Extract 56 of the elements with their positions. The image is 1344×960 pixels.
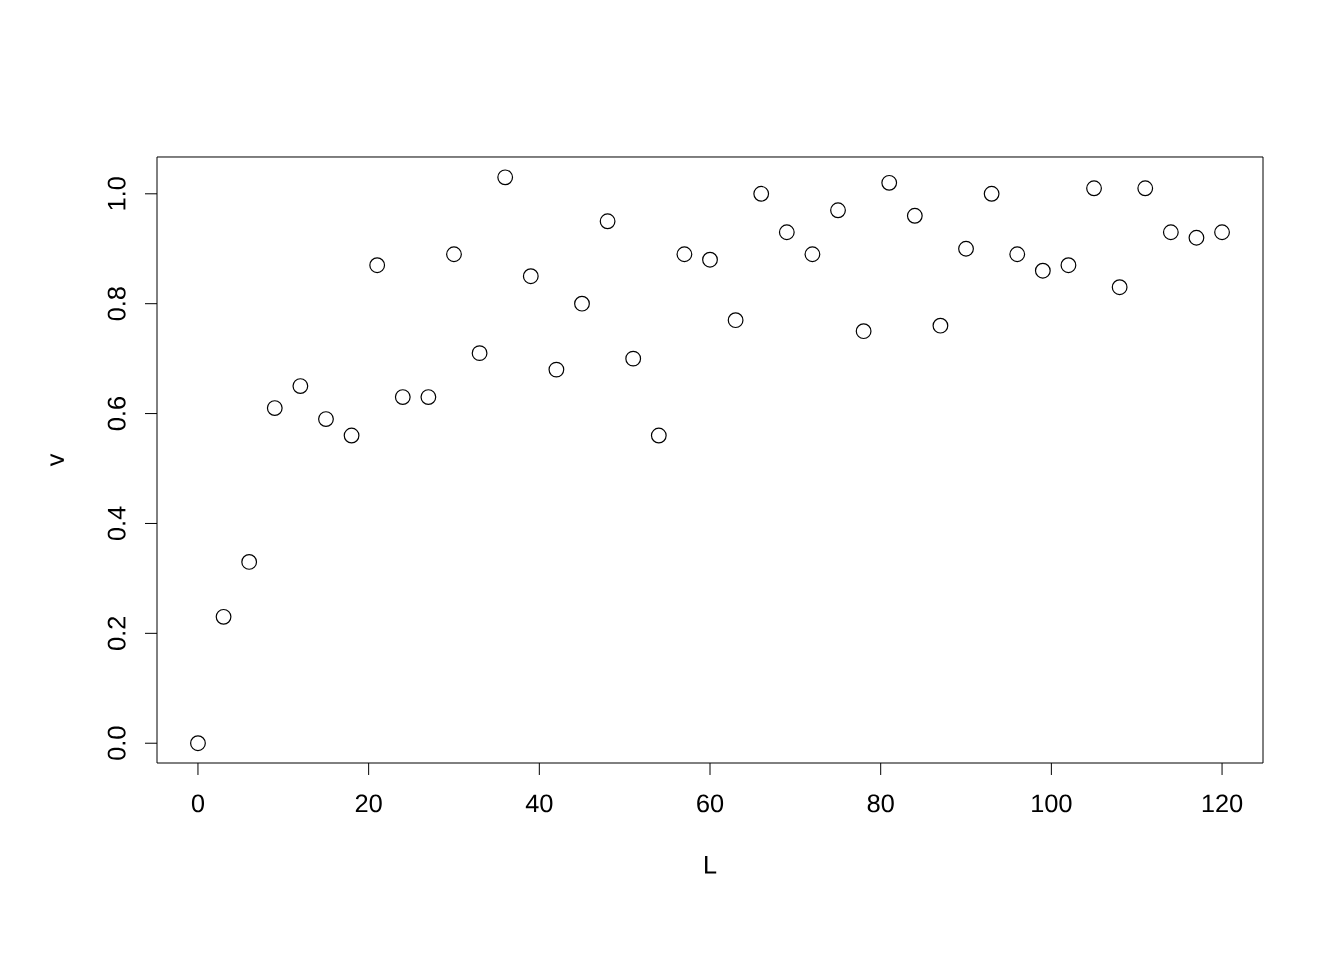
point — [727, 312, 744, 329]
point — [983, 185, 1000, 202]
point — [650, 427, 667, 444]
point — [778, 224, 795, 241]
y-tick-label: 0.8 — [107, 287, 126, 321]
point — [471, 345, 488, 362]
point — [1162, 224, 1179, 241]
point — [881, 174, 898, 191]
y-tick-label: 0.4 — [107, 506, 126, 541]
point — [1086, 180, 1102, 197]
point — [574, 295, 590, 312]
point — [369, 257, 386, 274]
point — [599, 213, 616, 230]
x-tick-label: 40 — [525, 794, 553, 813]
point — [522, 268, 539, 285]
x-axis-title: L — [705, 856, 717, 874]
point — [625, 350, 642, 367]
x-tick-label: 80 — [867, 794, 894, 813]
point — [343, 427, 360, 444]
point — [215, 608, 232, 625]
y-tick-label: 0.6 — [107, 397, 126, 431]
point — [1009, 246, 1026, 263]
point — [420, 389, 437, 406]
point — [548, 361, 565, 378]
point — [932, 317, 949, 334]
y-tick-label: 1.0 — [107, 177, 126, 210]
point — [702, 251, 718, 268]
point — [318, 411, 334, 427]
point — [804, 246, 821, 263]
point — [1137, 180, 1154, 197]
point — [394, 389, 411, 406]
x-tick-label: 120 — [1202, 794, 1243, 813]
point — [497, 169, 514, 186]
point — [266, 400, 283, 417]
point — [855, 323, 872, 340]
x-tick-label: 0 — [191, 794, 205, 813]
point — [676, 246, 693, 263]
point — [1214, 224, 1230, 241]
point — [1188, 229, 1205, 246]
point — [446, 246, 462, 263]
point — [958, 240, 974, 257]
x-tick-label: 100 — [1032, 794, 1072, 813]
point — [1111, 279, 1128, 296]
point — [292, 378, 309, 395]
point — [1060, 257, 1077, 274]
point — [190, 735, 206, 752]
point — [906, 207, 923, 224]
point — [241, 553, 258, 570]
point — [1034, 262, 1051, 279]
y-axis-title: v — [50, 453, 64, 467]
point — [830, 202, 846, 219]
point — [753, 185, 770, 202]
x-tick-label: 20 — [355, 794, 382, 813]
x-tick-label: 60 — [697, 794, 724, 813]
y-tick-label: 0.0 — [107, 726, 126, 760]
y-tick-label: 0.2 — [107, 617, 126, 650]
